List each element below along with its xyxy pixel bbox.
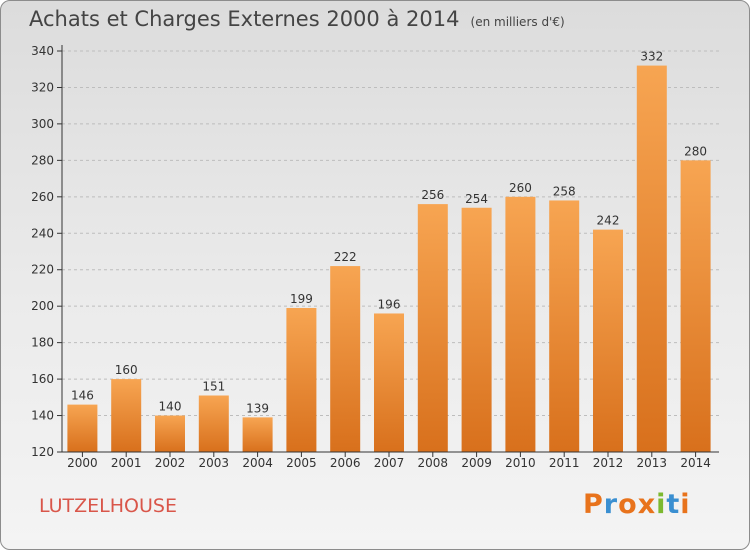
data-label: 332 <box>640 50 663 64</box>
bar-2013 <box>636 65 667 452</box>
chart-title-unit: (en milliers d'€) <box>470 15 565 29</box>
proxiti-logo: Proxiti <box>583 489 691 520</box>
data-label: 222 <box>334 250 357 264</box>
data-label: 151 <box>202 379 225 393</box>
data-label: 140 <box>159 400 182 414</box>
y-tick-label: 240 <box>31 226 54 240</box>
data-label: 254 <box>465 192 488 206</box>
bar-2006 <box>330 266 361 452</box>
data-label: 280 <box>684 144 707 158</box>
chart-title-main: Achats et Charges Externes 2000 à 2014 <box>29 7 460 31</box>
x-tick-label: 2007 <box>374 456 405 470</box>
logo-letter: P <box>583 489 604 520</box>
y-tick-label: 200 <box>31 299 54 313</box>
bar-2012 <box>593 229 623 452</box>
x-tick-label: 2006 <box>330 456 361 470</box>
bar-2003 <box>198 395 229 452</box>
x-tick-label: 2011 <box>549 456 580 470</box>
x-tick-label: 2008 <box>418 456 449 470</box>
bars <box>67 65 711 452</box>
bar-2007 <box>374 313 404 452</box>
bar-2001 <box>111 379 142 452</box>
data-label: 260 <box>509 181 532 195</box>
data-label: 146 <box>71 389 94 403</box>
chart-title: Achats et Charges Externes 2000 à 2014 (… <box>29 7 565 31</box>
logo-letter: t <box>666 489 681 520</box>
x-tick-label: 2000 <box>67 456 98 470</box>
x-tick-label: 2010 <box>505 456 536 470</box>
bar-2011 <box>549 200 580 452</box>
data-label: 139 <box>246 401 269 415</box>
bar-2005 <box>286 308 317 452</box>
y-tick-label: 320 <box>31 80 54 94</box>
y-tick-label: 120 <box>31 445 54 459</box>
logo-letter: i <box>656 489 667 520</box>
x-tick-label: 2005 <box>286 456 317 470</box>
x-tick-label: 2009 <box>461 456 492 470</box>
x-tick-label: 2014 <box>680 456 711 470</box>
bar-2004 <box>242 417 273 452</box>
logo-letter: r <box>603 489 619 520</box>
y-tick-label: 220 <box>31 263 54 277</box>
y-tick-label: 340 <box>31 44 54 58</box>
y-tick-label: 180 <box>31 336 54 350</box>
bar-2009 <box>461 207 492 452</box>
x-tick-label: 2002 <box>155 456 186 470</box>
data-label: 160 <box>115 363 138 377</box>
x-tick-label: 2004 <box>242 456 273 470</box>
commune-name: LUTZELHOUSE <box>39 495 177 517</box>
data-labels: 146 160 140 151 139 199 222 196 256 254 260 258 242 3… <box>71 50 707 416</box>
logo-letter: i <box>680 489 691 520</box>
y-tick-label: 260 <box>31 190 54 204</box>
data-label: 199 <box>290 292 313 306</box>
x-tick-label: 2012 <box>593 456 624 470</box>
bar-2002 <box>155 415 185 452</box>
y-tick-label: 280 <box>31 153 54 167</box>
x-tick-label: 2001 <box>111 456 142 470</box>
bar-2010 <box>505 196 536 452</box>
bar-2008 <box>417 204 448 452</box>
data-label: 256 <box>421 188 444 202</box>
y-tick-label: 160 <box>31 372 54 386</box>
x-tick-label: 2013 <box>637 456 668 470</box>
data-label: 258 <box>553 184 576 198</box>
data-label: 242 <box>597 214 620 228</box>
y-tick-label: 300 <box>31 117 54 131</box>
logo-letter: x <box>637 489 657 520</box>
axes: 120 140 160 180 200 220 240 260 280 300 320 340 2000… <box>31 44 719 470</box>
bar-2014 <box>680 160 711 452</box>
y-tick-label: 140 <box>31 409 54 423</box>
data-label: 196 <box>378 297 401 311</box>
x-tick-label: 2003 <box>199 456 230 470</box>
bar-2000 <box>67 404 98 452</box>
logo-letter: o <box>618 489 638 520</box>
